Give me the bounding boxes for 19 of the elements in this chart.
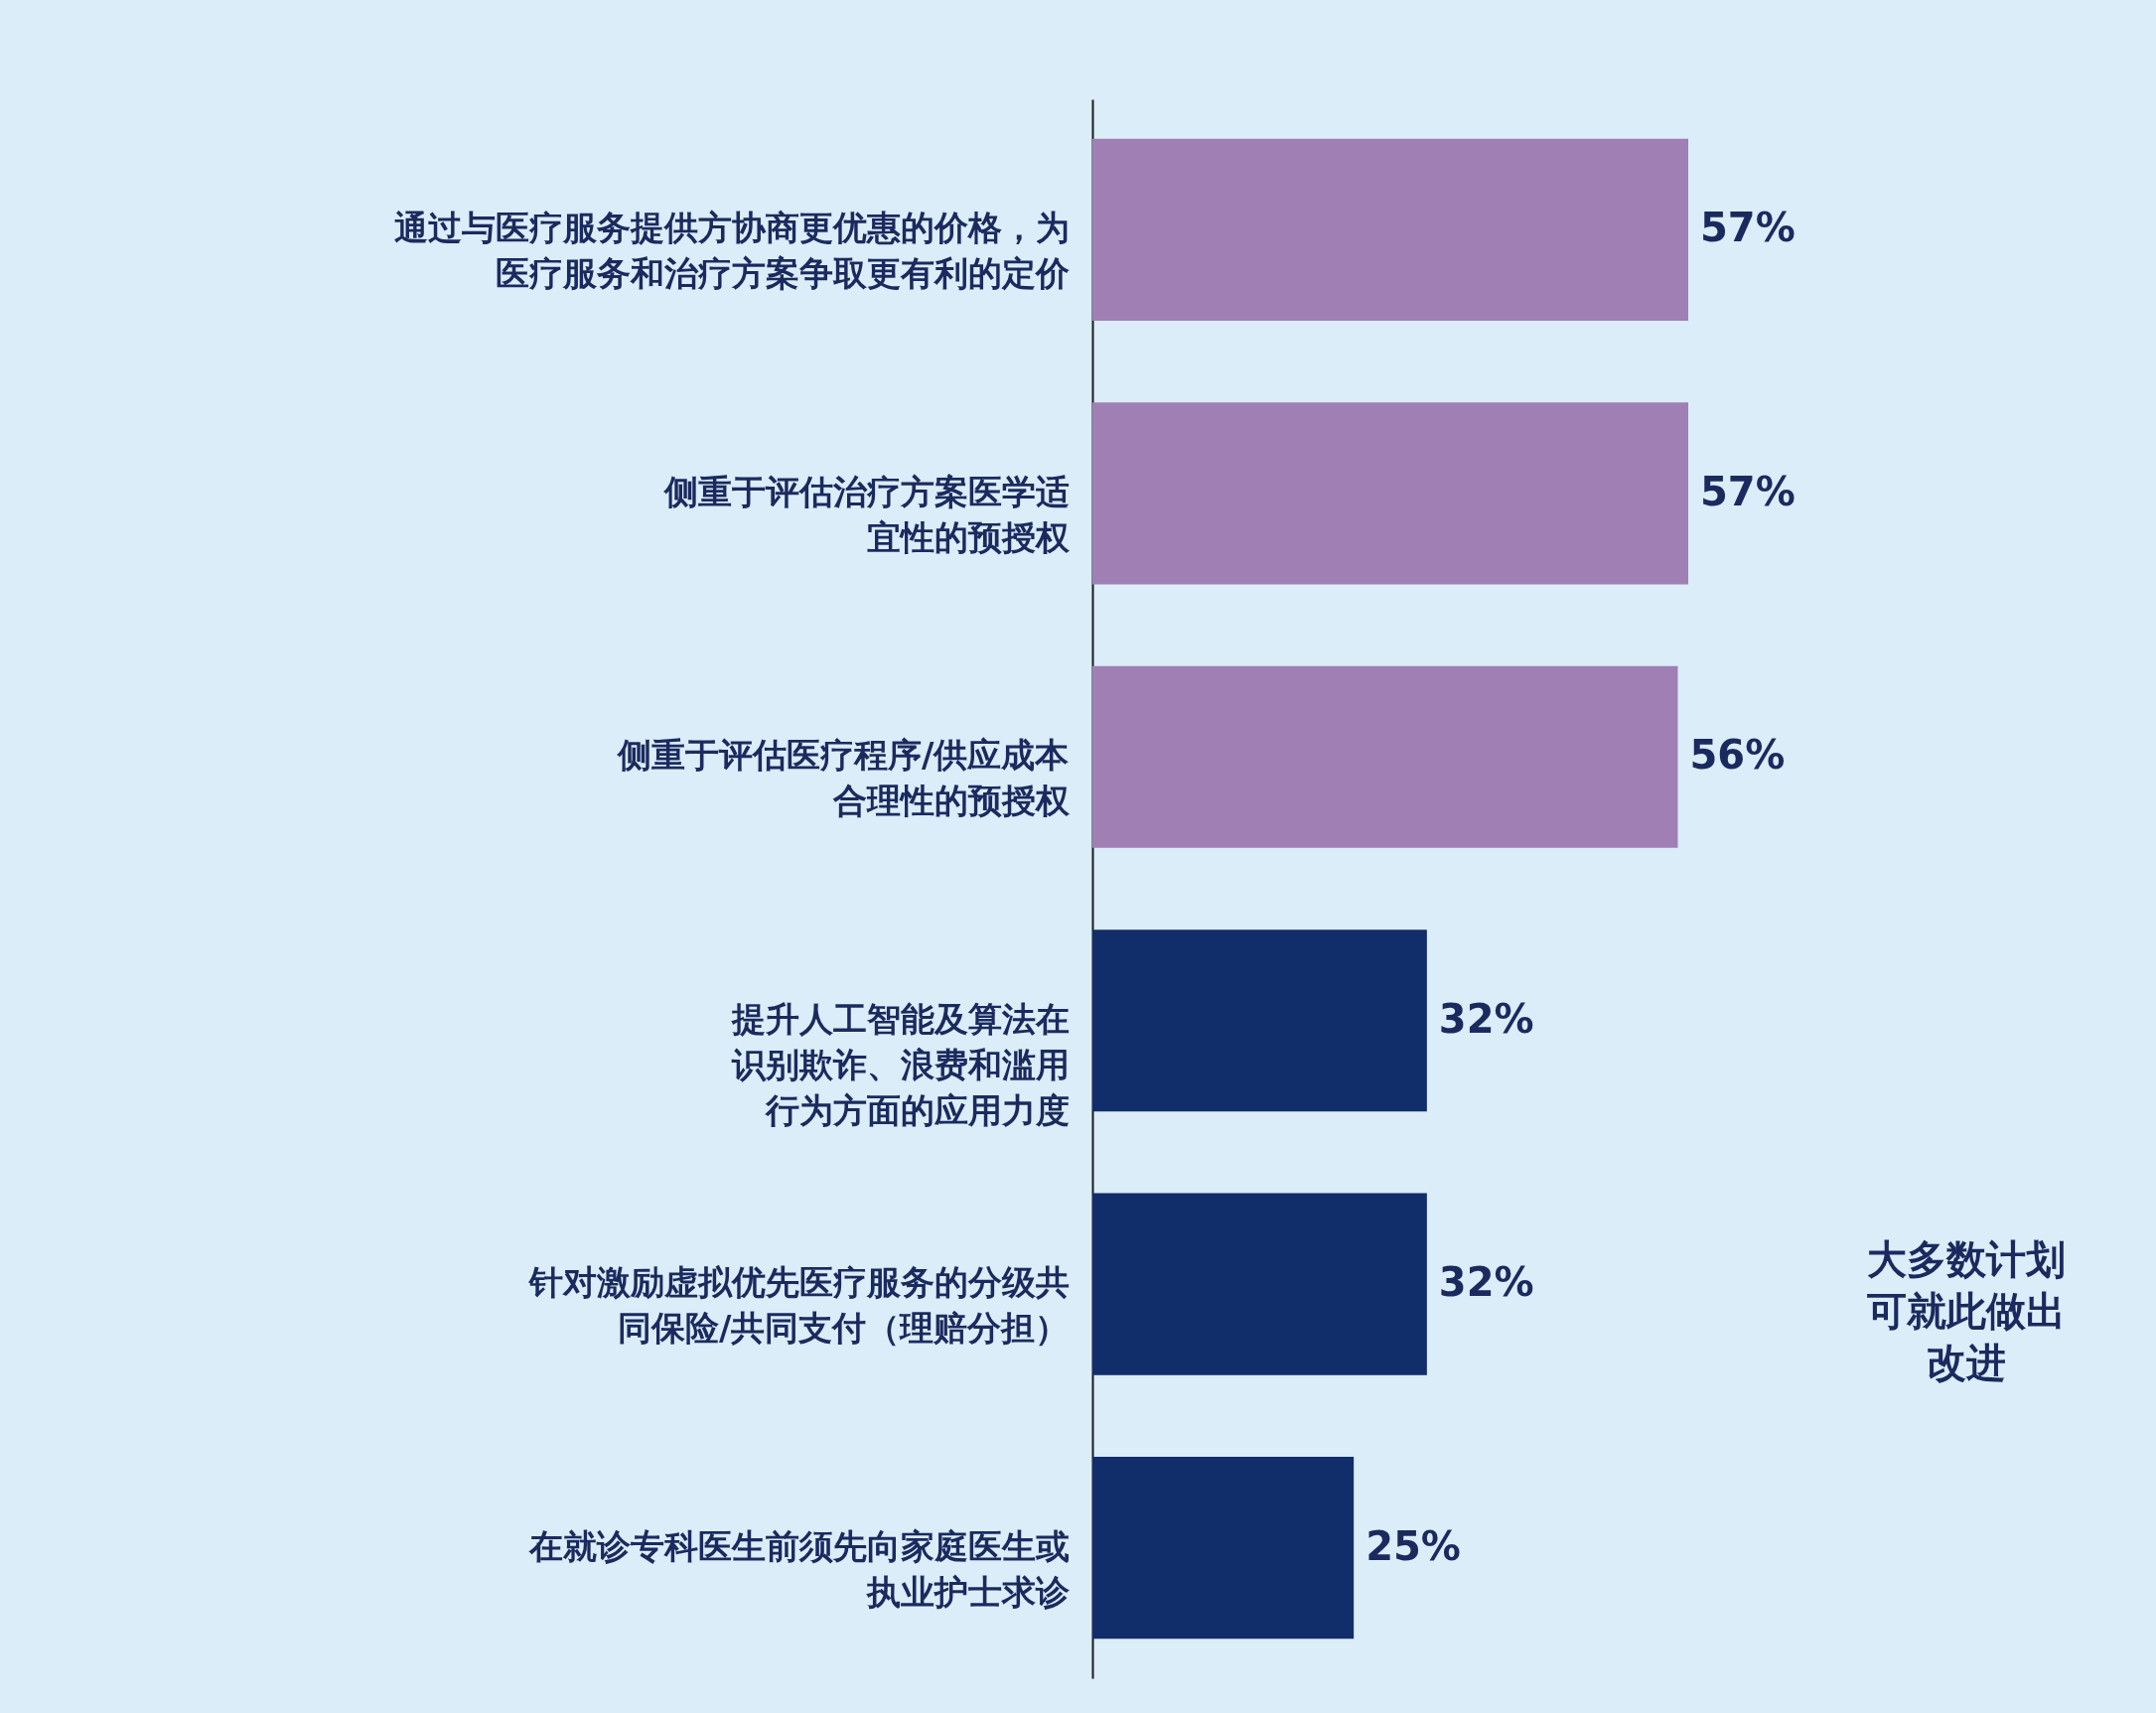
y-tick-label: 侧重于评估治疗方案医学适宜性的预授权: [662, 471, 1071, 557]
data-label: 57%: [1700, 205, 1796, 251]
data-label: 57%: [1700, 468, 1796, 514]
bar: [1092, 1193, 1427, 1375]
y-tick-label: 提升人工智能及算法在识别欺诈、浪费和滥用行为方面的应用力度: [730, 998, 1070, 1130]
y-tick-label: 通过与医疗服务提供方协商更优惠的价格，为医疗服务和治疗方案争取更有利的定价: [393, 208, 1071, 294]
bar: [1092, 665, 1678, 848]
y-tick-label: 在就诊专科医生前须先向家庭医生或执业护士求诊: [527, 1525, 1071, 1612]
data-label: 32%: [1438, 995, 1534, 1042]
data-label: 25%: [1365, 1522, 1461, 1569]
data-label: 56%: [1689, 732, 1786, 779]
y-tick-label: 侧重于评估医疗程序/供应成本合理性的预授权: [617, 735, 1071, 821]
data-label: 32%: [1438, 1259, 1534, 1306]
text: 大多数计划可就此做出改进: [1866, 1236, 2066, 1385]
bar: [1092, 138, 1688, 321]
bar: [1092, 929, 1427, 1112]
bar: [1092, 1457, 1355, 1640]
y-tick-label: 针对激励虚拟优先医疗服务的分级共同保险/共同支付（理赔分担）: [526, 1262, 1070, 1349]
bar: [1092, 402, 1688, 585]
